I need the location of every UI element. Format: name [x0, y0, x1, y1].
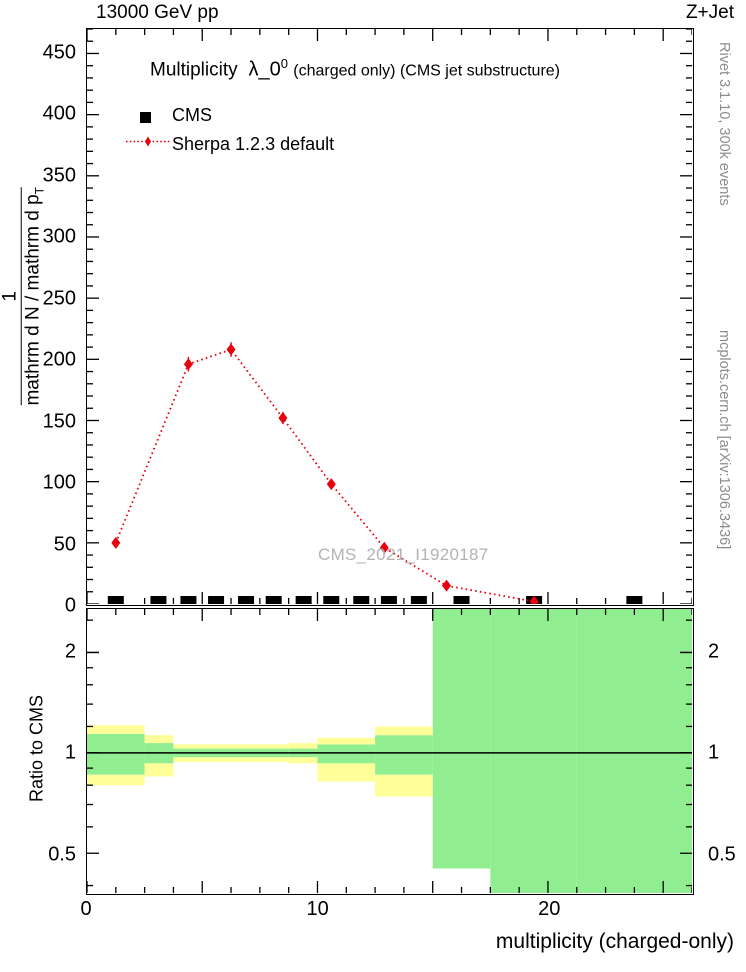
plot-title: Multiplicity λ_00 (charged only) (CMS je…: [150, 56, 560, 81]
main-y-tick-label: 150: [42, 410, 76, 433]
ratio-y-tick-label-right: 2: [708, 640, 720, 663]
ratio-band-green: [490, 609, 577, 893]
legend-label-sherpa[interactable]: Sherpa 1.2.3 default: [172, 134, 335, 154]
plot-title-prefix: Multiplicity: [150, 59, 238, 81]
cms-data-marker: [323, 596, 340, 604]
ratio-band-green: [87, 733, 145, 775]
ratio-band-yellow: [231, 744, 289, 749]
cms-data-marker: [410, 596, 427, 604]
plot-title-suffix: (charged only) (CMS jet substructure): [293, 62, 560, 80]
main-y-tick-labels: 0 50 100 150 200 250 300 350 400 450: [0, 28, 82, 616]
main-y-tick-label: 100: [42, 471, 76, 494]
cms-data-marker: [265, 596, 282, 604]
ratio-y-tick-label: 0.5: [48, 843, 76, 866]
main-y-tick-label: 450: [42, 41, 76, 64]
ratio-band-yellow: [375, 774, 433, 797]
beam-energy-label: 13000 GeV pp: [96, 2, 219, 23]
ratio-y-tick-labels: 0.5 1 2: [0, 608, 82, 895]
sherpa-data-marker: [278, 412, 288, 425]
legend-marker-sherpa: [126, 136, 170, 147]
ratio-band-yellow: [173, 744, 232, 749]
ratio-band-green: [317, 744, 376, 764]
ratio-band-yellow: [87, 725, 145, 734]
ratio-band-yellow: [144, 763, 174, 777]
cms-data-marker: [150, 596, 167, 604]
ratio-band-yellow: [375, 726, 433, 736]
sherpa-data-marker: [111, 536, 121, 549]
x-tick-label: 20: [538, 898, 561, 920]
ratio-band-yellow: [173, 757, 232, 762]
ratio-plot-frame: [86, 608, 694, 895]
sherpa-data-marker: [183, 358, 193, 371]
x-tick-label: 0: [80, 898, 92, 920]
cms-data-marker: [180, 596, 197, 604]
main-y-tick-label: 200: [42, 348, 76, 371]
legend-marker-cms: [140, 112, 151, 123]
ratio-y-tick-label: 2: [64, 640, 76, 663]
analysis-id-watermark: CMS_2021_I1920187: [318, 545, 489, 564]
rivet-version-caption: Rivet 3.1.10, 300k events: [716, 42, 732, 206]
sherpa-data-marker: [226, 343, 236, 356]
cms-data-marker: [295, 596, 312, 604]
x-tick-label: 10: [306, 898, 329, 920]
main-y-tick-label: 50: [53, 533, 76, 555]
ratio-band-green: [375, 735, 433, 775]
sherpa-data-marker: [379, 541, 389, 554]
ratio-band-yellow: [144, 735, 174, 744]
process-label: Z+Jet: [685, 2, 734, 23]
ratio-band-yellow: [317, 737, 376, 745]
ratio-y-tick-label: 1: [64, 741, 76, 764]
cms-data-marker: [107, 596, 124, 604]
plot-title-superscript: 0: [280, 56, 288, 71]
cms-data-marker: [208, 596, 225, 604]
x-tick-labels: 0 10 20: [80, 898, 694, 924]
ratio-band-green: [432, 609, 491, 869]
main-y-tick-label: 400: [42, 102, 76, 125]
ratio-band-yellow: [288, 757, 318, 764]
main-plot-canvas: [87, 29, 692, 604]
legend-label-cms[interactable]: CMS: [172, 105, 212, 125]
cms-data-marker: [353, 596, 370, 604]
ratio-band-yellow: [231, 757, 289, 762]
cms-data-marker: [238, 596, 255, 604]
ratio-band-yellow: [288, 743, 318, 749]
ratio-band-green: [576, 609, 692, 893]
cms-data-marker: [626, 596, 643, 604]
sherpa-data-marker: [529, 595, 539, 604]
x-axis-title: multiplicity (charged-only): [495, 930, 734, 953]
sherpa-data-marker: [442, 579, 452, 592]
ratio-y-tick-label-right: 1: [708, 741, 720, 764]
cms-data-marker: [453, 596, 470, 604]
ratio-band-yellow: [87, 774, 145, 786]
main-y-tick-label: 250: [42, 287, 76, 310]
main-y-tick-label: 300: [42, 225, 76, 248]
sherpa-data-marker: [326, 478, 336, 491]
ratio-band-yellow: [317, 763, 376, 782]
cms-data-marker: [380, 596, 397, 604]
mcplots-caption: mcplots.cern.ch [arXiv:1306.3436]: [716, 330, 732, 550]
main-y-tick-label: 350: [42, 164, 76, 187]
ratio-plot-canvas: [87, 609, 692, 893]
ratio-y-tick-label-right: 0.5: [708, 843, 736, 866]
main-plot-frame: [86, 28, 694, 606]
main-y-tick-label: 0: [64, 594, 76, 617]
ratio-y-tick-labels-right: 0.5 1 2: [700, 608, 746, 895]
